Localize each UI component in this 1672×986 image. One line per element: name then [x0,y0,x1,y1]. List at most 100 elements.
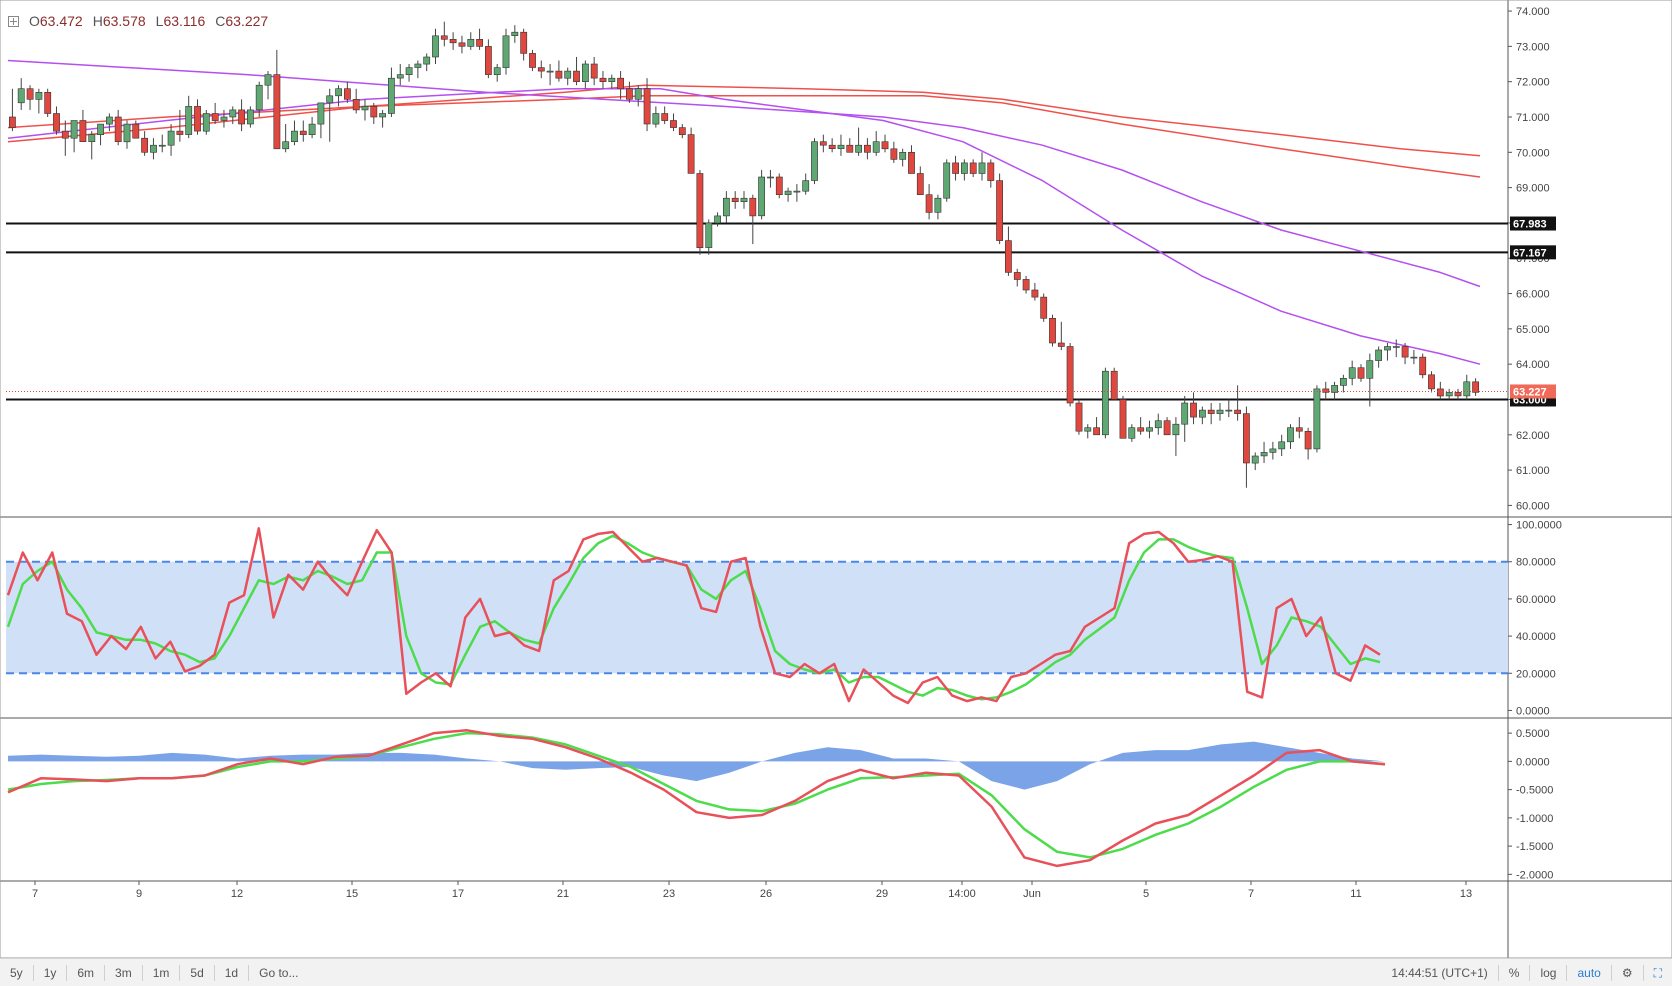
range-6m-button[interactable]: 6m [67,964,106,981]
candle-body [1004,240,1012,273]
candle-body [1287,427,1294,443]
goto-button[interactable]: Go to... [259,965,299,980]
fullscreen-icon[interactable]: ⛶ [1642,964,1672,981]
percent-toggle[interactable]: % [1497,964,1530,981]
candle-body [1119,399,1127,439]
candle-body [1049,317,1056,344]
time-tick-label: 7 [1248,888,1254,900]
candle-body [828,144,836,149]
ohlc-legend: O63.472 H63.578 L63.116 C63.227 [8,13,268,29]
candle-body [916,173,924,196]
level-price-badge: 67.167 [1513,247,1547,259]
candle-body [317,102,325,125]
range-1m-button[interactable]: 1m [143,964,181,981]
candle-body [511,31,519,37]
candle-body [484,46,492,75]
candle-body [846,144,854,153]
price-tick-label: 66.000 [1516,289,1550,301]
price-tick-label: 71.000 [1516,112,1550,124]
time-tick-label: 13 [1460,888,1472,900]
range-5d-button[interactable]: 5d [180,964,215,981]
candle-body [758,176,765,217]
macd-tick-label: -0.5000 [1516,785,1553,797]
candle-body [1040,296,1048,319]
macd-tick-label: -2.0000 [1516,869,1553,881]
candle-body [564,70,572,79]
candle-body [70,120,78,139]
candle-body [520,31,528,54]
range-3m-button[interactable]: 3m [105,964,143,981]
candle-body [1137,427,1145,432]
candle-body [1357,367,1365,379]
candle-body [1348,367,1356,379]
clock-display: 14:44:51 (UTC+1) [1391,965,1488,980]
chart-canvas[interactable]: 74.00073.00072.00071.00070.00069.00068.0… [0,0,1672,958]
candle-body [731,197,739,202]
candle-body [352,99,360,111]
range-1y-button[interactable]: 1y [34,964,68,981]
candle-body [35,92,43,100]
price-tick-label: 64.000 [1516,359,1550,371]
candle-body [1428,374,1435,390]
price-tick-label: 74.000 [1516,6,1550,18]
candle-body [61,130,69,139]
candle-body [1154,420,1162,429]
candle-body [176,130,184,135]
settings-gear-icon[interactable]: ⚙ [1610,964,1643,981]
time-tick-label: Jun [1023,888,1041,900]
candle-body [1190,402,1197,418]
candle-body [1313,388,1321,450]
macd-signal-line [7,731,1386,859]
candle-body [767,176,774,179]
candle-body [969,162,977,174]
candle-body [1128,427,1136,439]
range-5y-button[interactable]: 5y [0,964,34,981]
candle-body [1207,409,1215,414]
candle-body [53,113,60,132]
log-toggle[interactable]: log [1529,964,1566,981]
candle-body [573,70,580,82]
candle-body [9,116,16,128]
range-1d-button[interactable]: 1d [215,964,250,981]
level-price-badge-bg [1510,245,1556,260]
time-tick-label: 26 [760,888,772,900]
candle-body [890,148,898,160]
candle-body [1031,289,1039,298]
stochastic-d-line [6,534,1381,701]
candle-body [414,63,422,68]
candle-body [555,70,563,79]
low-label: L [155,13,164,29]
candle-body [1225,409,1233,412]
price-tick-label: 61.000 [1516,465,1550,477]
candle-body [1216,409,1224,414]
candle-body [1322,388,1330,393]
candle-body [150,144,157,153]
candle-body [17,88,25,104]
time-tick-label: 23 [663,888,675,900]
candle-body [361,106,369,111]
candle-body [229,109,237,118]
candle-body [670,120,677,128]
candle-body [1445,392,1453,397]
candle-body [899,152,907,160]
candle-body [123,123,131,143]
candle-body [978,162,986,174]
candle-body [158,144,166,147]
candle-body [855,144,862,153]
candle-body [634,88,642,100]
candle-body [1093,427,1100,436]
time-tick-label: 17 [452,888,464,900]
candle-body [652,113,660,125]
expand-icon[interactable] [8,15,19,27]
macd-tick-label: 0.5000 [1516,728,1550,740]
current-price-badge-bg [1510,384,1556,399]
candle-body [1102,370,1109,436]
candle-body [1163,420,1171,436]
price-tick-label: 60.000 [1516,500,1550,512]
candle-body [114,116,122,143]
auto-toggle[interactable]: auto [1566,964,1610,981]
candle-body [467,38,475,47]
candle-body [1260,452,1268,457]
price-tick-label: 65.000 [1516,324,1550,336]
candle-body [379,113,386,118]
